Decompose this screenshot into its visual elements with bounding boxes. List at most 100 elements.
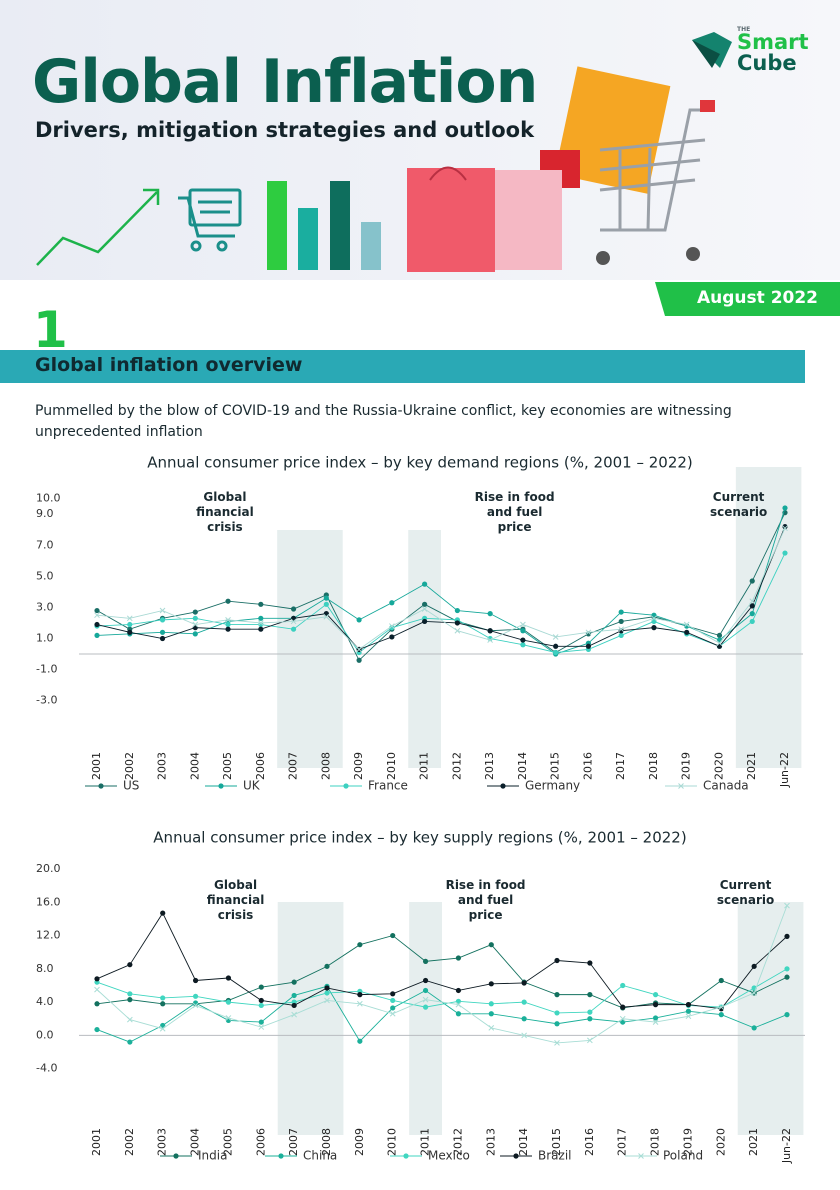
point — [324, 997, 330, 1004]
logo-small: THE — [737, 26, 751, 33]
highlight-band — [277, 530, 343, 768]
legend-marker — [403, 1153, 409, 1159]
legend-marker — [678, 783, 684, 789]
legend-marker — [638, 1153, 644, 1159]
point — [389, 600, 395, 606]
legend-label: US — [123, 779, 139, 793]
point — [94, 986, 100, 993]
deco-bar — [330, 181, 350, 270]
point — [192, 609, 198, 615]
y-tick-label: 1.0 — [36, 632, 54, 645]
point — [784, 902, 790, 909]
point — [488, 942, 494, 948]
point — [160, 1022, 166, 1029]
point — [685, 1013, 692, 1020]
x-tick-label: 2005 — [221, 752, 234, 780]
x-tick-label: 2020 — [714, 1128, 727, 1156]
highlight-label: Global financial crisis — [206, 878, 265, 922]
x-tick-label: 2001 — [90, 752, 103, 780]
point — [782, 550, 788, 556]
point — [488, 1001, 494, 1007]
x-tick-label: 2008 — [320, 1128, 333, 1156]
point — [258, 626, 264, 632]
point — [554, 1040, 560, 1046]
legend-marker — [278, 1153, 284, 1159]
point — [620, 1004, 626, 1010]
point — [257, 620, 264, 626]
x-tick-label: 2019 — [681, 1128, 694, 1156]
legend-label: Mexico — [428, 1149, 470, 1163]
series-line — [96, 552, 786, 654]
point — [127, 1016, 133, 1023]
point — [356, 646, 362, 653]
x-tick-label: 2017 — [616, 1128, 629, 1156]
point — [520, 621, 526, 628]
point — [94, 612, 100, 619]
point — [389, 625, 395, 631]
point — [454, 620, 460, 626]
point — [225, 975, 232, 981]
point — [290, 618, 297, 625]
y-tick-label: 16.0 — [36, 895, 61, 908]
x-tick-label: 2011 — [419, 1128, 432, 1156]
point — [487, 637, 493, 643]
point — [389, 1010, 396, 1017]
date: August 2022 — [697, 288, 819, 308]
point — [521, 1032, 527, 1039]
highlight-band — [737, 902, 804, 1135]
point — [454, 627, 461, 634]
point — [587, 1009, 593, 1015]
series-line — [96, 507, 786, 655]
point — [160, 995, 166, 1001]
highlight-label: Global financial crisis — [196, 490, 254, 534]
point — [652, 1002, 659, 1008]
point — [324, 963, 330, 969]
y-tick-label: -1.0 — [36, 663, 57, 676]
point — [749, 578, 755, 584]
red-bag — [407, 168, 495, 272]
point — [718, 1004, 725, 1010]
point — [94, 1026, 100, 1033]
point — [751, 963, 757, 969]
point — [554, 957, 560, 964]
point — [749, 598, 756, 605]
point — [685, 1002, 692, 1008]
highlight-label: Current scenario — [716, 878, 775, 907]
series-line — [96, 526, 786, 650]
point — [390, 991, 396, 997]
cart-handle — [700, 100, 715, 112]
point — [587, 1037, 593, 1044]
point — [225, 621, 231, 628]
point — [585, 643, 592, 649]
legend-marker — [98, 783, 104, 789]
x-tick-label: 2004 — [189, 1128, 202, 1156]
x-tick-label: 2002 — [123, 1128, 136, 1156]
point — [718, 1012, 724, 1018]
point — [554, 1021, 560, 1027]
trend-arrow — [36, 191, 158, 266]
x-tick-label: 2009 — [352, 752, 365, 780]
pink-bag — [495, 170, 562, 270]
x-tick-label: 2013 — [484, 1128, 497, 1156]
bag-handle — [429, 166, 467, 181]
point — [290, 606, 297, 612]
legend-marker — [343, 783, 349, 789]
x-tick-label: 2006 — [254, 1128, 267, 1156]
point — [620, 982, 626, 989]
point — [620, 1019, 626, 1025]
point — [585, 629, 592, 636]
point — [651, 615, 657, 622]
legend-label: India — [198, 1149, 227, 1163]
point — [160, 910, 166, 916]
highlight-label: Current scenario — [709, 490, 768, 519]
highlight-band — [408, 530, 441, 768]
highlight-label: Rise in food and fuel price — [474, 490, 555, 534]
point — [455, 955, 462, 961]
legend-marker — [218, 783, 224, 789]
chart-title: Annual consumer price index – by key dem… — [147, 454, 693, 472]
point — [520, 628, 526, 634]
y-tick-label: -3.0 — [36, 694, 57, 707]
chart-title: Annual consumer price index – by key sup… — [153, 829, 686, 847]
point — [356, 657, 362, 663]
